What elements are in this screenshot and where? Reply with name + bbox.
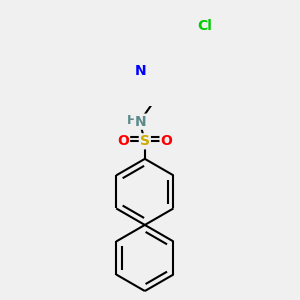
Text: O: O <box>160 134 172 148</box>
Text: Cl: Cl <box>197 20 212 34</box>
Text: N: N <box>135 64 147 78</box>
Text: N: N <box>135 115 146 129</box>
Text: S: S <box>140 134 150 148</box>
Text: H: H <box>127 114 138 127</box>
Text: O: O <box>117 134 129 148</box>
